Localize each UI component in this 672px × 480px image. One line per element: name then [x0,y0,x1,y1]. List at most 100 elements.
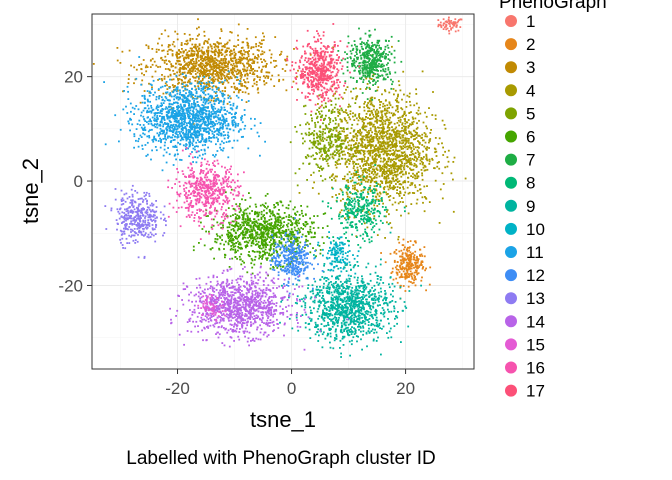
data-point [200,58,202,61]
data-point [364,176,367,179]
data-point [344,111,347,114]
data-point [246,215,249,218]
data-point [261,239,264,241]
data-point [203,71,205,74]
data-point [363,135,365,138]
data-point [235,62,238,65]
data-point [377,146,379,149]
data-point [400,276,403,278]
data-point [276,251,278,254]
data-point [373,215,376,217]
data-point [406,249,408,251]
data-point [298,279,301,282]
data-point [380,101,383,103]
data-point [195,65,197,67]
data-point [204,56,207,58]
data-point [394,127,397,130]
data-point [377,50,380,53]
data-point [171,43,174,46]
data-point [334,161,337,163]
data-point [285,230,288,233]
data-point [295,223,298,225]
data-point [266,232,269,235]
data-point [266,244,269,246]
data-point [383,186,386,188]
data-point [417,156,420,158]
data-point [382,78,385,81]
data-point [178,68,181,71]
data-point [389,222,392,224]
data-point [190,66,193,69]
data-point [366,136,368,139]
data-point [401,268,403,270]
data-point [212,80,214,83]
data-point [347,106,350,108]
data-point [398,165,401,168]
data-point [402,188,405,190]
data-point [347,35,350,38]
data-point [362,191,364,194]
data-point [408,254,411,256]
data-point [361,70,364,73]
data-point [348,155,351,157]
data-point [237,240,239,243]
data-point [365,201,368,204]
data-point [451,26,454,29]
data-point [347,158,349,161]
data-point [445,25,447,28]
data-point [184,81,187,84]
data-point [392,185,395,187]
data-point [366,105,368,107]
data-point [338,238,341,240]
data-point [242,70,245,73]
data-point [226,42,228,45]
data-point [407,257,409,260]
data-point [399,121,402,123]
data-point [408,159,410,162]
data-point [340,189,343,192]
data-point [389,147,392,150]
data-point [362,127,364,130]
data-point [236,224,238,227]
data-point [276,212,279,215]
data-point [361,76,363,79]
data-point [263,75,265,78]
data-point [336,159,339,162]
data-point [348,162,351,165]
data-point [161,74,163,76]
data-point [395,174,397,177]
data-point [397,117,400,119]
data-point [396,100,399,102]
data-point [396,169,399,172]
data-point [363,158,365,160]
data-point [393,251,396,254]
data-point [335,194,337,196]
data-point [396,180,399,183]
data-point [412,252,414,255]
data-point [376,69,378,72]
data-point [397,40,400,42]
data-point [410,175,412,177]
data-point [373,225,376,227]
data-point [356,214,359,216]
data-point [398,130,401,133]
data-point [236,88,239,90]
data-point [378,129,381,132]
data-point [368,64,371,67]
data-point [324,212,327,215]
data-point [212,224,215,227]
data-point [264,194,267,197]
data-point [251,68,254,71]
data-point [390,169,393,172]
data-point [188,61,191,64]
data-point [362,171,364,174]
data-point [319,133,321,136]
data-point [248,65,250,67]
data-point [353,40,356,42]
data-point [233,51,236,54]
data-point [367,122,370,125]
data-point [405,114,407,117]
data-point [412,143,414,146]
data-point [357,210,360,213]
data-point [264,243,267,246]
